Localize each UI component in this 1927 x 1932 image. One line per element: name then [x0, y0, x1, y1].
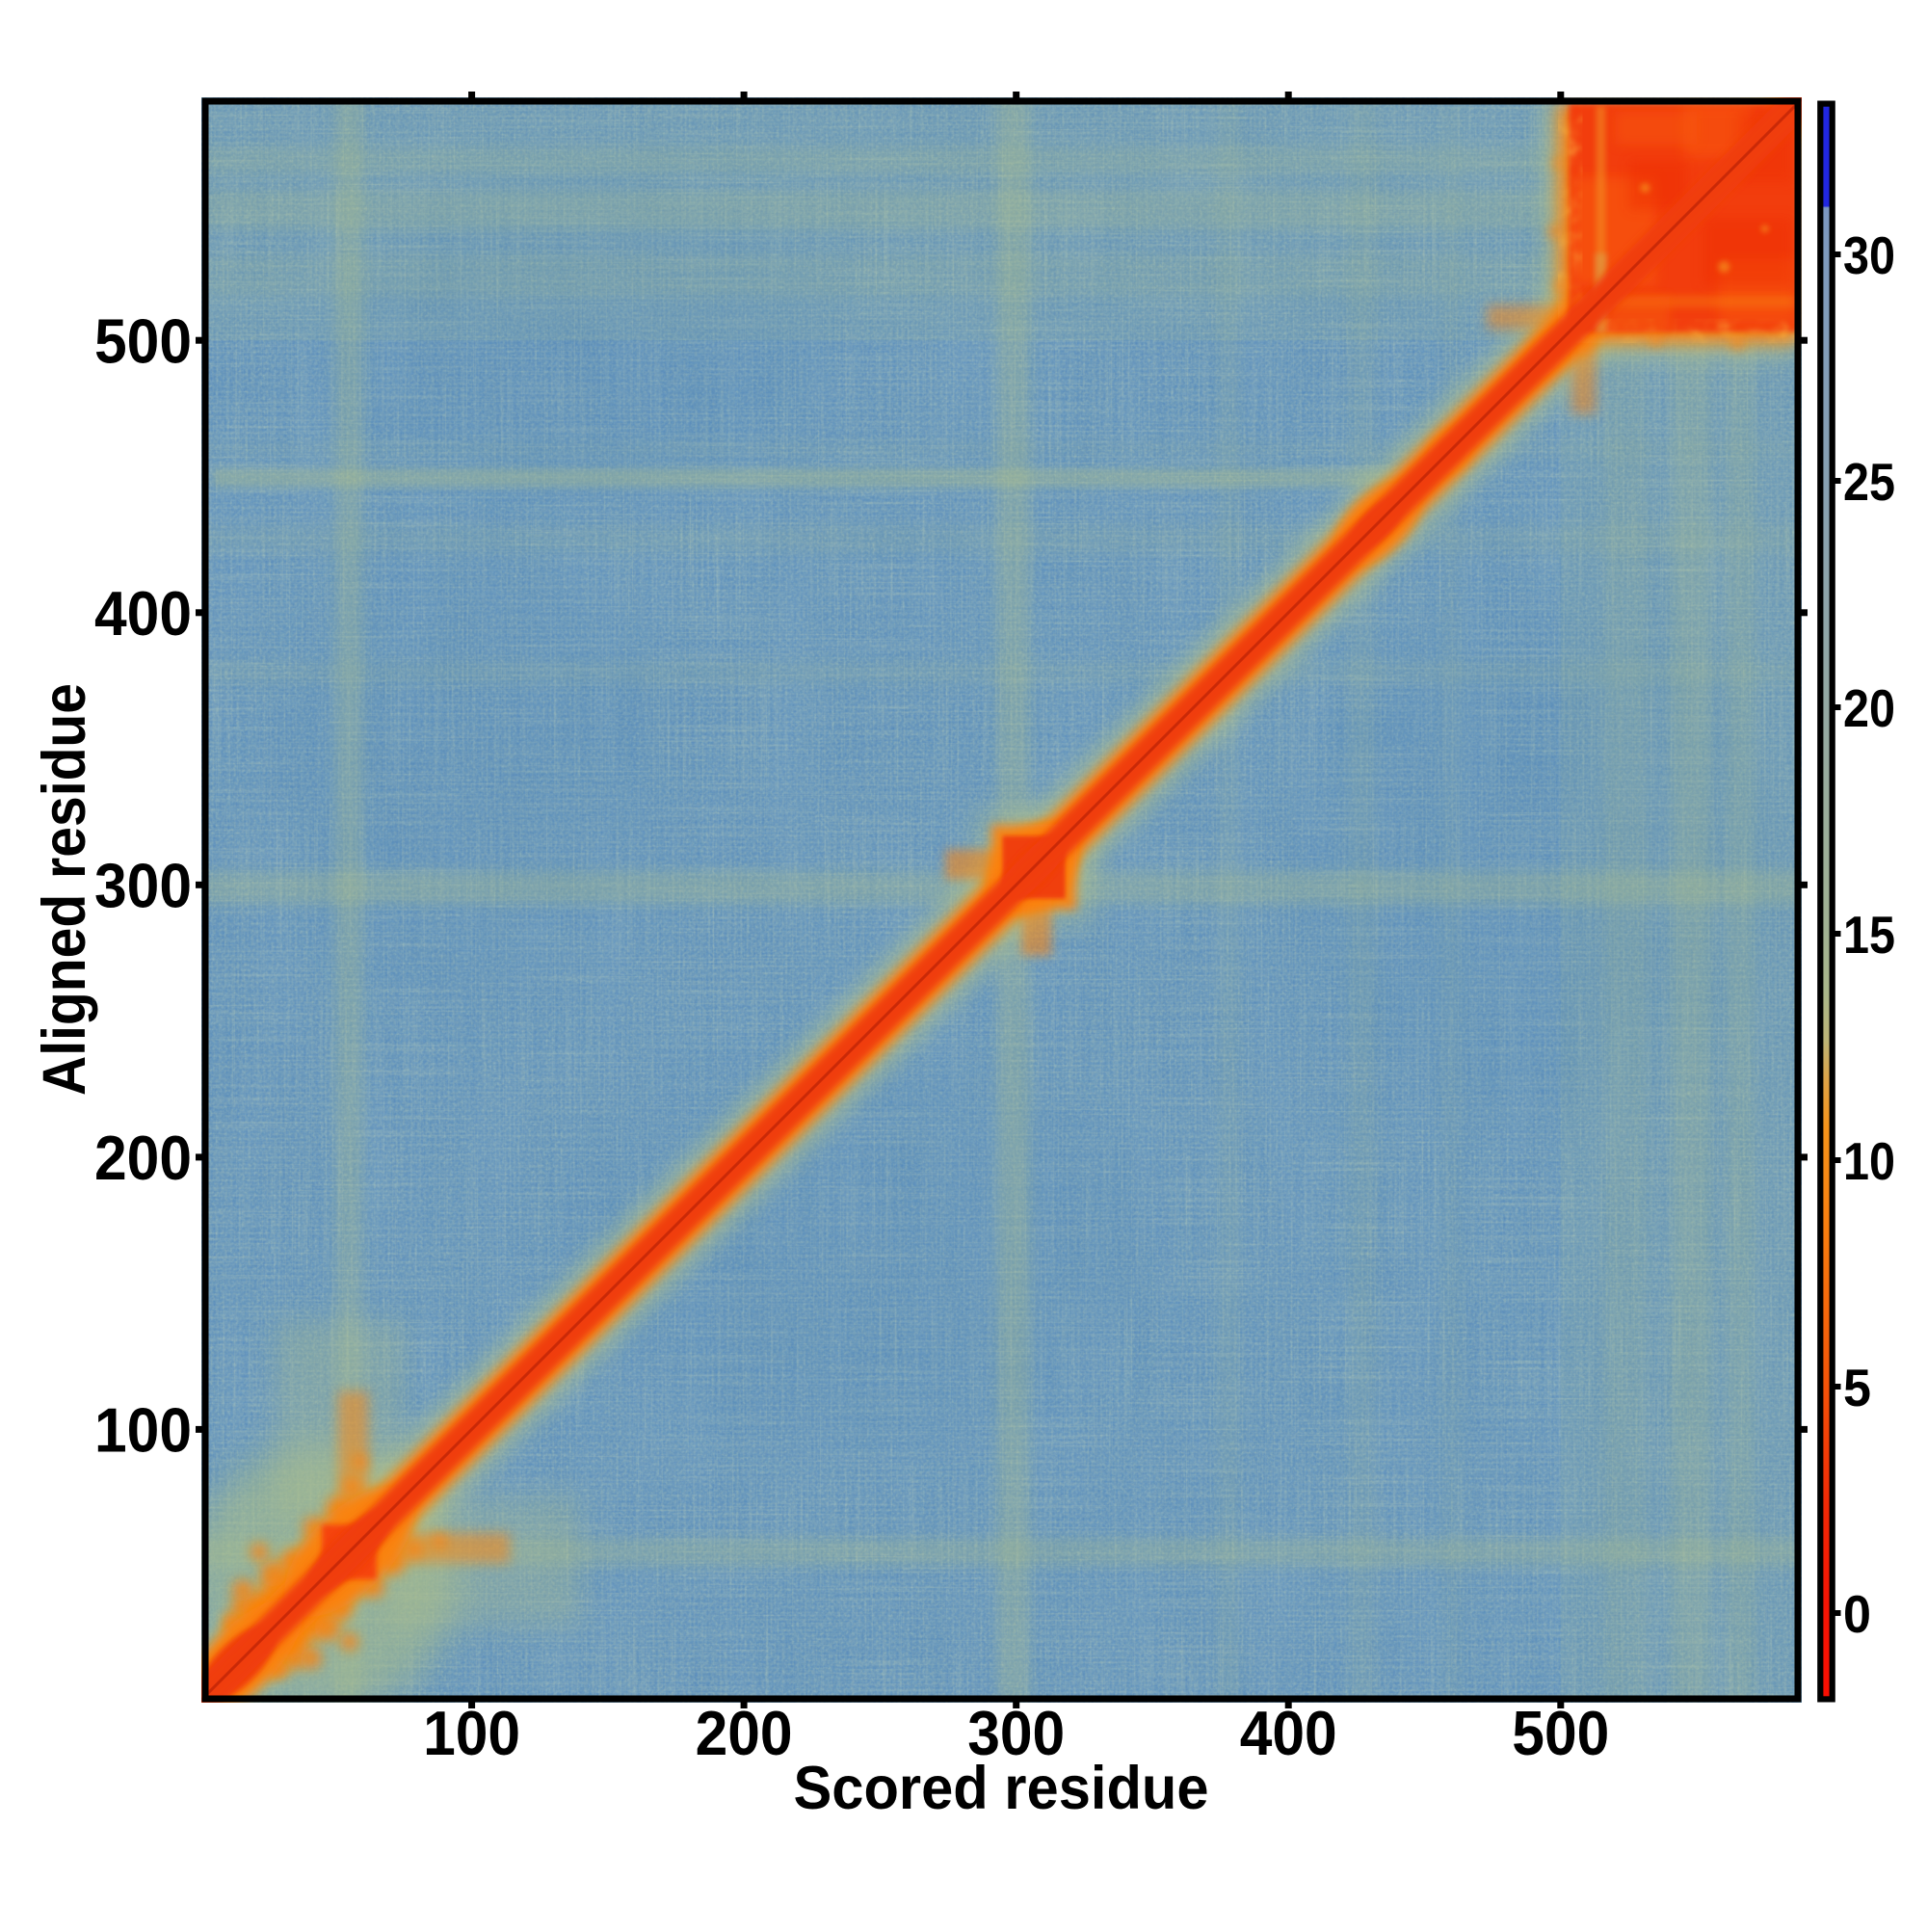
svg-text:Scored residue: Scored residue	[794, 1755, 1209, 1822]
svg-text:400: 400	[1240, 1698, 1337, 1768]
svg-text:100: 100	[423, 1698, 520, 1768]
svg-text:200: 200	[696, 1698, 793, 1768]
svg-text:15: 15	[1843, 905, 1895, 965]
svg-text:200: 200	[94, 1123, 192, 1193]
svg-text:300: 300	[94, 851, 192, 921]
svg-text:25: 25	[1843, 452, 1895, 512]
svg-text:0: 0	[1843, 1584, 1871, 1644]
svg-text:5: 5	[1843, 1358, 1871, 1417]
svg-text:20: 20	[1843, 678, 1895, 738]
svg-text:10: 10	[1843, 1131, 1895, 1191]
svg-text:100: 100	[94, 1395, 192, 1466]
svg-text:400: 400	[94, 578, 192, 648]
svg-text:Aligned residue: Aligned residue	[31, 683, 98, 1096]
svg-text:300: 300	[967, 1698, 1065, 1768]
svg-text:500: 500	[1512, 1698, 1609, 1768]
svg-text:500: 500	[94, 306, 192, 377]
svg-text:30: 30	[1843, 225, 1895, 285]
